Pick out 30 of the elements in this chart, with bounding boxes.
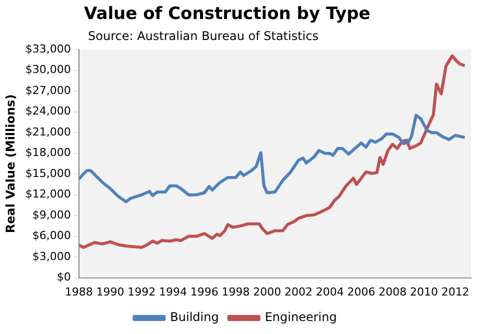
x-tick-label: 1998 xyxy=(222,285,250,298)
chart-subtitle: Source: Australian Bureau of Statistics xyxy=(88,29,318,43)
x-tick-label: 2002 xyxy=(284,285,312,298)
x-tick-label: 2012 xyxy=(441,285,470,298)
chart-title: Value of Construction by Type xyxy=(84,4,370,24)
x-tick-label: 1992 xyxy=(128,285,156,298)
y-tick-label: $33,000 xyxy=(25,42,71,56)
y-tick-label: $24,000 xyxy=(25,104,71,118)
y-tick-label: $30,000 xyxy=(25,63,71,76)
x-tick-label: 1996 xyxy=(190,285,218,298)
x-tick-label: 2010 xyxy=(410,285,438,298)
x-tick-label: 2008 xyxy=(378,285,407,298)
x-tick-label: 1990 xyxy=(96,285,124,298)
y-tick-label: $12,000 xyxy=(25,188,71,201)
legend-label: Engineering xyxy=(264,310,337,324)
y-tick-label: $9,000 xyxy=(32,208,71,222)
legend-label: Building xyxy=(170,310,219,324)
y-axis-title: Real Value (Millions) xyxy=(3,94,18,234)
y-tick-label: $18,000 xyxy=(25,146,71,160)
x-tick-label: 2006 xyxy=(347,285,376,298)
y-tick-label: $15,000 xyxy=(25,166,71,180)
y-tick-label: $6,000 xyxy=(32,229,71,242)
y-tick-label: $3,000 xyxy=(32,250,71,263)
y-tick-label: $0 xyxy=(56,270,71,284)
x-tick-label: 2000 xyxy=(253,285,282,298)
x-tick-label: 2004 xyxy=(316,285,344,298)
x-tick-label: 1988 xyxy=(64,285,93,298)
y-tick-label: $27,000 xyxy=(25,84,71,97)
y-tick-label: $21,000 xyxy=(25,125,71,138)
x-tick-label: 1994 xyxy=(158,285,187,298)
